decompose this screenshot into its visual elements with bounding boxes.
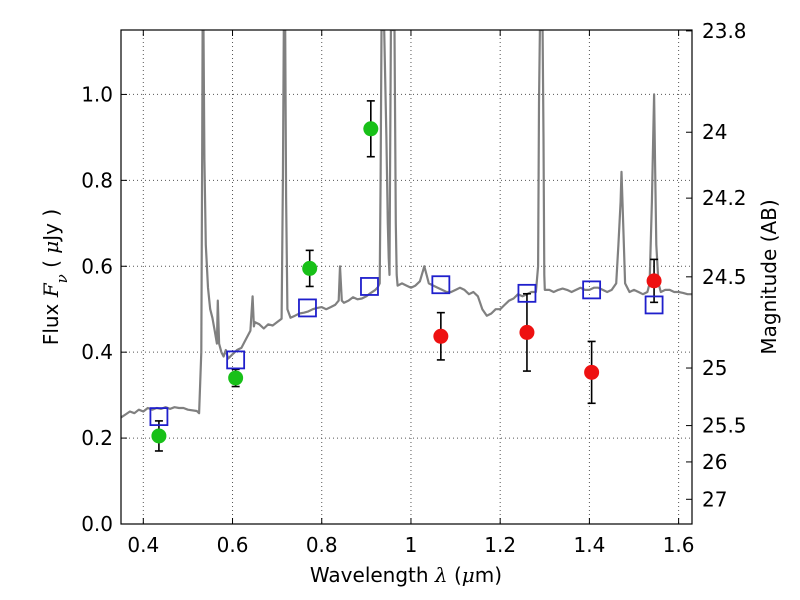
right-tick-label: 25.5 [702,414,747,438]
y-tick-label: 0.8 [81,168,113,192]
x-tick-label: 1.6 [663,533,695,557]
model-square-marker [517,283,537,303]
x-tick-label: 0.8 [306,533,338,557]
red-data-point [584,364,600,380]
right-tick-label: 25 [702,356,727,380]
right-tick-label: 23.8 [702,19,747,43]
right-tick-label: 24.5 [702,265,747,289]
model-square-marker [360,277,379,296]
right-tick-label: 24 [702,120,727,144]
green-data-point [228,370,244,386]
right-tick-label: 26 [702,450,727,474]
y-axis-title: Flux Fν ( μJy ) [39,209,71,345]
model-square-marker [226,350,246,370]
y-tick-label: 1.0 [81,82,113,106]
x-tick-label: 1.4 [573,533,605,557]
plot-data [121,30,692,452]
red-data-point [646,273,662,289]
red-data-point [433,328,449,344]
x-tick-label: 1 [405,533,418,557]
x-tick-label: 1.2 [484,533,516,557]
model-square-marker [149,407,169,427]
green-data-point [151,428,167,444]
model-square-marker [431,275,451,295]
ticks: 0.4 0.6 0.8 1 1.2 1.4 1.6 0.0 0.2 0.4 0.6 0.8 1.0 23.… [81,19,746,557]
right-tick-label: 24.2 [702,186,747,210]
right-axis-title: Magnitude (AB) [757,199,781,354]
y-tick-label: 0.2 [81,426,113,450]
model-square-marker [298,298,317,318]
x-tick-label: 0.6 [217,533,249,557]
y-tick-label: 0.4 [81,340,113,364]
model-square-marker [582,280,602,300]
y-tick-label: 0.0 [81,512,113,536]
y-tick-label: 0.6 [81,254,113,278]
green-data-point [302,260,318,276]
model-square-marker [644,295,664,315]
right-tick-label: 27 [702,487,727,511]
red-data-point [519,324,535,340]
x-axis-title: Wavelength λ (μm) [310,563,502,587]
green-data-point [363,121,379,137]
x-tick-label: 0.4 [127,533,159,557]
